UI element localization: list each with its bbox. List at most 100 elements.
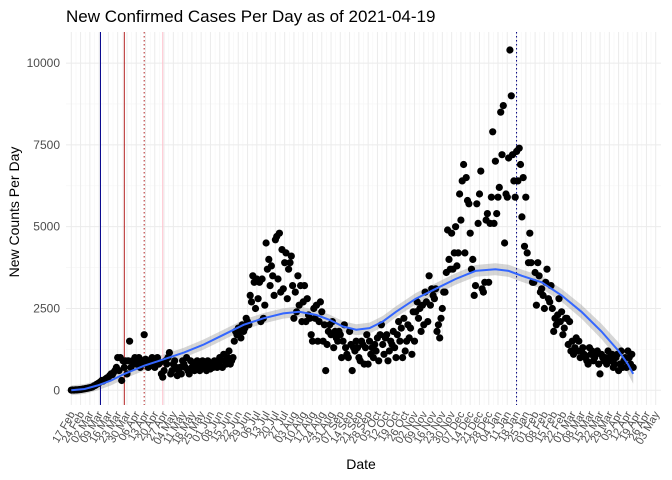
- data-point: [160, 367, 168, 375]
- data-point: [379, 340, 387, 349]
- data-point: [477, 167, 485, 175]
- data-point: [266, 282, 274, 290]
- data-point: [372, 347, 380, 355]
- data-point: [363, 331, 371, 339]
- chart-title: New Confirmed Cases Per Day as of 2021-0…: [66, 7, 435, 26]
- data-point: [396, 337, 404, 345]
- data-point: [265, 255, 273, 263]
- data-point: [393, 331, 401, 339]
- data-point: [538, 285, 546, 293]
- data-point: [550, 327, 558, 335]
- data-point: [397, 324, 405, 332]
- data-point: [303, 295, 311, 303]
- data-point: [579, 344, 587, 352]
- data-point: [399, 354, 407, 362]
- data-point: [315, 318, 323, 326]
- data-point: [558, 308, 566, 316]
- data-point: [261, 301, 269, 309]
- data-point: [171, 357, 179, 365]
- data-point: [471, 282, 480, 290]
- data-point: [494, 193, 502, 201]
- data-point: [543, 265, 551, 273]
- data-point: [287, 252, 295, 260]
- smooth-line-layer: [71, 268, 635, 392]
- data-point: [483, 210, 491, 218]
- y-axis-title: New Counts Per Day: [6, 147, 22, 278]
- data-point: [523, 249, 531, 257]
- data-point: [628, 350, 636, 358]
- data-point: [540, 304, 549, 313]
- data-point: [516, 160, 525, 169]
- data-point: [434, 321, 442, 329]
- y-tick-label: 2500: [33, 301, 60, 315]
- data-point: [307, 331, 315, 339]
- data-point: [445, 255, 453, 263]
- data-points: [67, 46, 637, 394]
- data-point: [405, 334, 413, 342]
- data-point: [344, 354, 352, 362]
- data-point: [535, 272, 543, 280]
- data-point: [282, 249, 290, 257]
- grid-major: [66, 32, 661, 405]
- data-point: [548, 304, 556, 313]
- data-point: [225, 347, 233, 355]
- data-point: [320, 321, 328, 329]
- data-point: [417, 327, 425, 335]
- data-point: [499, 102, 507, 110]
- data-point: [400, 314, 408, 322]
- smooth-line: [71, 268, 635, 392]
- data-point: [334, 337, 342, 345]
- data-point: [342, 344, 350, 352]
- data-point: [361, 344, 370, 352]
- data-point: [279, 285, 287, 293]
- data-point: [507, 92, 515, 100]
- data-point: [497, 108, 505, 116]
- data-point: [330, 344, 338, 352]
- data-point: [346, 327, 354, 335]
- data-point: [470, 291, 478, 299]
- data-point: [539, 291, 547, 299]
- data-point: [406, 324, 415, 332]
- data-point: [294, 272, 302, 280]
- data-point: [353, 344, 362, 352]
- data-point: [318, 308, 326, 316]
- data-point: [532, 301, 541, 309]
- data-point: [473, 200, 481, 208]
- data-point: [501, 239, 509, 247]
- data-point: [534, 259, 542, 267]
- data-point: [115, 367, 123, 375]
- data-point: [491, 157, 499, 165]
- data-point: [275, 229, 283, 237]
- data-point: [495, 183, 503, 191]
- data-point: [408, 350, 416, 358]
- data-point: [456, 190, 464, 198]
- data-point: [469, 255, 477, 263]
- data-point: [376, 331, 384, 339]
- data-point: [338, 354, 346, 362]
- data-point: [365, 337, 374, 345]
- data-point: [285, 265, 293, 273]
- data-point: [489, 128, 497, 136]
- data-point: [375, 357, 383, 365]
- data-point: [401, 347, 409, 355]
- data-point: [339, 337, 347, 345]
- data-point: [246, 291, 254, 299]
- data-point: [291, 288, 299, 296]
- data-point: [485, 278, 493, 286]
- data-point: [262, 239, 270, 247]
- data-point: [384, 357, 392, 365]
- data-point: [289, 282, 297, 290]
- data-point: [306, 314, 314, 322]
- data-point: [237, 334, 245, 342]
- data-point: [556, 318, 564, 326]
- data-point: [453, 262, 461, 270]
- data-point: [380, 350, 388, 358]
- data-point: [462, 174, 470, 182]
- data-point: [395, 318, 403, 326]
- data-point: [247, 298, 256, 306]
- y-tick-label: 0: [53, 383, 60, 397]
- data-point: [323, 340, 331, 349]
- data-point: [454, 249, 462, 257]
